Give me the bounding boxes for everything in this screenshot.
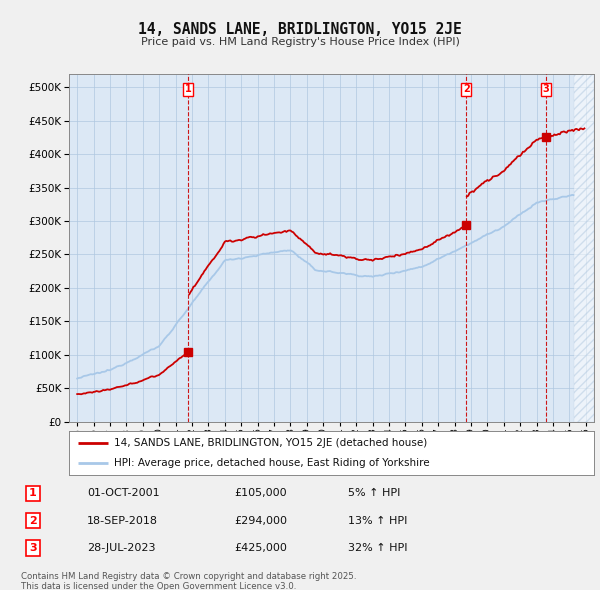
Text: Contains HM Land Registry data © Crown copyright and database right 2025.: Contains HM Land Registry data © Crown c… <box>21 572 356 581</box>
Text: 32% ↑ HPI: 32% ↑ HPI <box>348 543 407 553</box>
Text: £425,000: £425,000 <box>234 543 287 553</box>
Text: 3: 3 <box>29 543 37 553</box>
Text: 1: 1 <box>185 84 191 94</box>
Text: £105,000: £105,000 <box>234 489 287 499</box>
Text: 2: 2 <box>463 84 470 94</box>
Text: HPI: Average price, detached house, East Riding of Yorkshire: HPI: Average price, detached house, East… <box>113 458 429 468</box>
Text: 14, SANDS LANE, BRIDLINGTON, YO15 2JE (detached house): 14, SANDS LANE, BRIDLINGTON, YO15 2JE (d… <box>113 438 427 448</box>
Text: £294,000: £294,000 <box>234 516 287 526</box>
Text: 1: 1 <box>29 489 37 499</box>
Text: This data is licensed under the Open Government Licence v3.0.: This data is licensed under the Open Gov… <box>21 582 296 590</box>
Text: 3: 3 <box>542 84 550 94</box>
Text: 28-JUL-2023: 28-JUL-2023 <box>87 543 155 553</box>
Text: 14, SANDS LANE, BRIDLINGTON, YO15 2JE: 14, SANDS LANE, BRIDLINGTON, YO15 2JE <box>138 22 462 37</box>
Text: 13% ↑ HPI: 13% ↑ HPI <box>348 516 407 526</box>
Text: 01-OCT-2001: 01-OCT-2001 <box>87 489 160 499</box>
Text: 5% ↑ HPI: 5% ↑ HPI <box>348 489 400 499</box>
Text: 18-SEP-2018: 18-SEP-2018 <box>87 516 158 526</box>
Text: Price paid vs. HM Land Registry's House Price Index (HPI): Price paid vs. HM Land Registry's House … <box>140 37 460 47</box>
Text: 2: 2 <box>29 516 37 526</box>
